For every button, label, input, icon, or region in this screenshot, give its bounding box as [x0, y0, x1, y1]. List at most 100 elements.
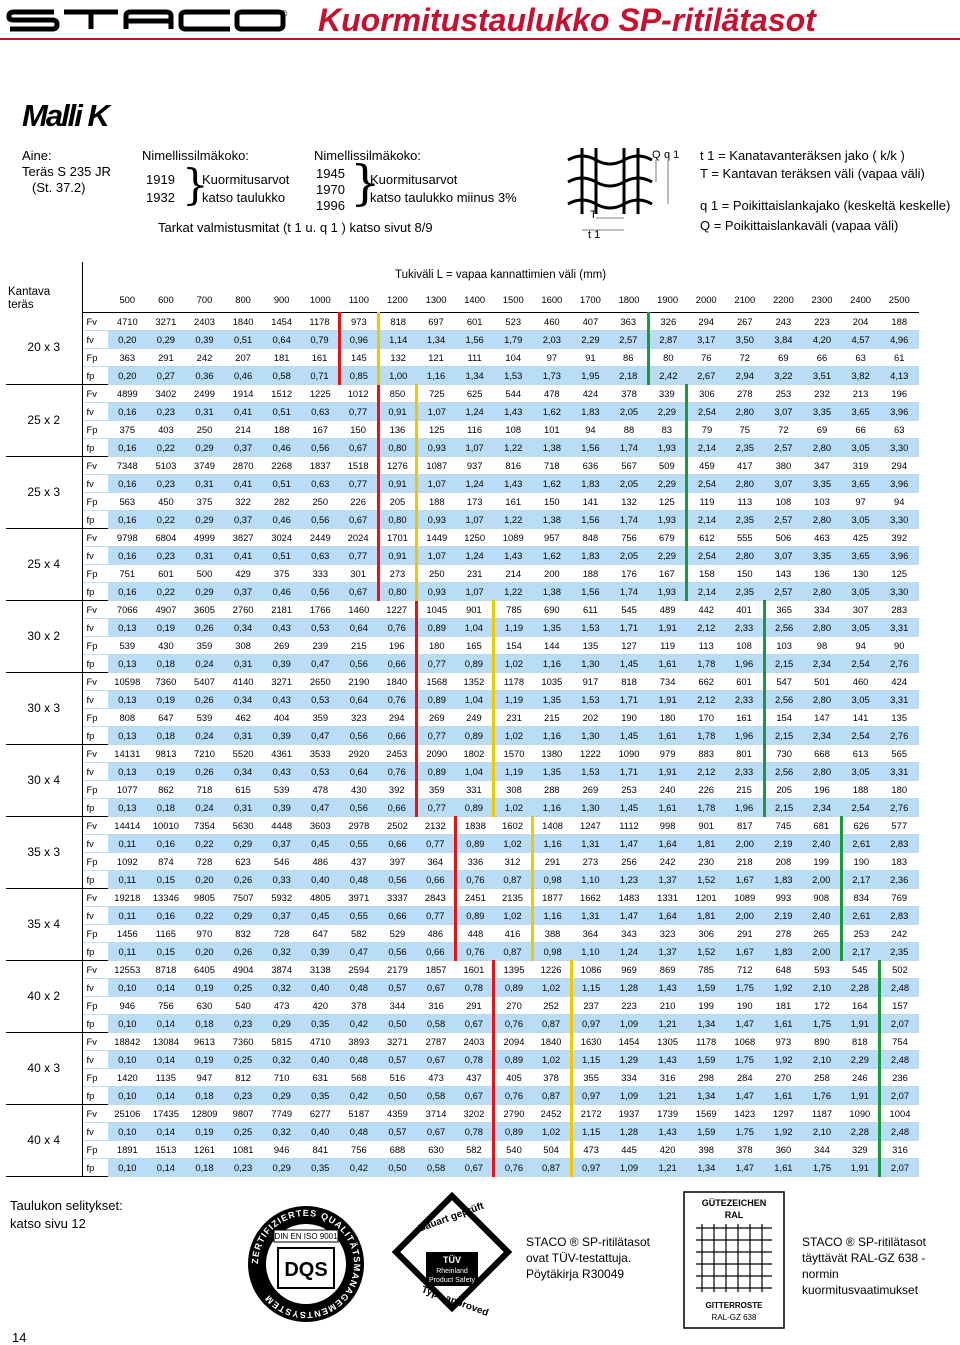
value-cell: 728 — [262, 924, 301, 943]
value-cell: 323 — [648, 924, 687, 943]
legend-T: T = Kantavan teräksen väli (vapaa väli) — [700, 166, 925, 181]
value-cell: 243 — [764, 312, 803, 331]
value-cell: 0,26 — [185, 762, 224, 781]
value-cell: 1,78 — [686, 654, 726, 673]
value-cell: 1,31 — [571, 834, 610, 853]
span-value-header: 1900 — [648, 288, 687, 313]
value-cell: 1089 — [725, 888, 765, 907]
value-cell: 3603 — [300, 816, 340, 835]
value-cell: 378 — [339, 996, 379, 1015]
registered-mark: ® — [280, 9, 288, 20]
steel-header-cell: Kantava teräs — [6, 262, 83, 312]
value-cell: 2,35 — [725, 510, 765, 529]
value-cell: 567 — [609, 456, 649, 475]
value-cell: 0,16 — [108, 582, 147, 601]
value-cell: 2,36 — [879, 870, 919, 889]
span-value-header: 1500 — [493, 288, 533, 313]
value-cell: 613 — [841, 744, 880, 763]
iso-label: DIN EN ISO 9001 — [274, 1232, 338, 1241]
value-cell: 6277 — [300, 1104, 340, 1123]
value-cell: 12809 — [185, 1104, 224, 1123]
value-cell: 0,58 — [416, 1158, 456, 1177]
value-cell: 1,91 — [648, 618, 687, 637]
value-cell: 2,48 — [878, 978, 919, 997]
value-cell: 2,34 — [802, 798, 842, 817]
symbol-cell: fv — [82, 618, 108, 637]
value-cell: 375 — [262, 564, 301, 583]
symbol-cell: fv — [82, 978, 108, 997]
value-cell: 545 — [841, 960, 880, 979]
value-cell: 0,76 — [453, 942, 494, 961]
value-cell: 0,34 — [223, 762, 263, 781]
value-cell: 1090 — [609, 744, 649, 763]
value-cell: 2,54 — [841, 726, 880, 745]
value-cell: 416 — [493, 924, 533, 943]
table-row: fv 0,10 0,14 0,19 0,25 0,32 0,40 0,48 0,57 0,67 0,… — [6, 1050, 919, 1069]
value-cell: 4,96 — [879, 330, 919, 349]
value-cell: 429 — [223, 564, 263, 583]
value-cell: 2,18 — [609, 366, 649, 385]
value-cell: 113 — [686, 636, 726, 655]
value-cell: 0,25 — [223, 978, 263, 997]
value-cell: 2,29 — [648, 546, 687, 565]
value-cell: 1,59 — [686, 978, 726, 997]
value-cell: 294 — [686, 312, 726, 331]
value-cell: 1,81 — [686, 834, 726, 853]
value-cell: 2,00 — [725, 906, 765, 925]
value-cell: 1090 — [841, 1104, 880, 1123]
value-cell: 3533 — [300, 744, 340, 763]
value-cell: 1395 — [492, 960, 533, 979]
table-row: 40 x 3 Fv 18842 13084 9613 7360 5815 4710 3893 32… — [6, 1032, 919, 1105]
nominal2-size: 1945 — [316, 166, 345, 181]
value-cell: 0,16 — [108, 402, 147, 421]
value-cell: 1,10 — [571, 942, 610, 961]
value-cell: 284 — [725, 1068, 765, 1087]
value-cell: 442 — [686, 600, 726, 619]
value-cell: 2,28 — [841, 1122, 880, 1141]
value-cell: 917 — [571, 672, 610, 691]
value-cell: 1420 — [108, 1068, 147, 1087]
value-cell: 0,58 — [262, 366, 301, 385]
value-cell: 0,67 — [416, 1122, 456, 1141]
symbol-cell: Fp — [82, 492, 108, 511]
value-cell: 269 — [571, 780, 610, 799]
value-cell: 1,02 — [492, 654, 533, 673]
value-cell: 0,29 — [185, 510, 224, 529]
value-cell: 1,37 — [648, 942, 687, 961]
value-cell: 108 — [725, 636, 765, 655]
value-cell: 97 — [532, 348, 572, 367]
value-cell: 973 — [764, 1032, 803, 1051]
value-cell: 2,61 — [839, 834, 880, 853]
value-cell: 0,63 — [300, 402, 340, 421]
value-cell: 204 — [841, 312, 880, 331]
value-cell: 150 — [339, 420, 379, 439]
symbol-cell: fp — [82, 1014, 108, 1033]
value-cell: 2,87 — [646, 330, 687, 349]
value-cell: 3,07 — [764, 402, 803, 421]
value-cell: 862 — [146, 780, 186, 799]
value-cell: 2,80 — [802, 690, 842, 709]
value-cell: 970 — [185, 924, 224, 943]
value-cell: 88 — [609, 420, 649, 439]
value-cell: 1,45 — [609, 726, 649, 745]
value-cell: 270 — [764, 1068, 803, 1087]
value-cell: 113 — [725, 492, 765, 511]
value-cell: 1,28 — [609, 1122, 649, 1141]
value-cell: 2,34 — [802, 726, 842, 745]
steel-header-line1: Kantava — [8, 286, 51, 298]
page-header: ® Kuormitustaulukko SP-ritilätasot — [0, 0, 960, 44]
value-cell: 1,61 — [764, 1014, 803, 1033]
ral-bottom2: RAL-GZ 638 — [712, 1313, 757, 1322]
value-cell: 2,67 — [686, 366, 726, 385]
value-cell: 2594 — [339, 960, 379, 979]
value-cell: 242 — [879, 924, 919, 943]
value-cell: 167 — [648, 564, 687, 583]
value-cell: 3337 — [378, 888, 417, 907]
value-cell: 359 — [185, 636, 224, 655]
drawing-label-q1: q 1 — [664, 149, 679, 161]
value-cell: 0,97 — [569, 1014, 610, 1033]
value-cell: 0,25 — [223, 1122, 263, 1141]
value-cell: 2,17 — [839, 942, 880, 961]
staco-logo — [6, 9, 286, 32]
value-cell: 0,89 — [492, 1050, 533, 1069]
